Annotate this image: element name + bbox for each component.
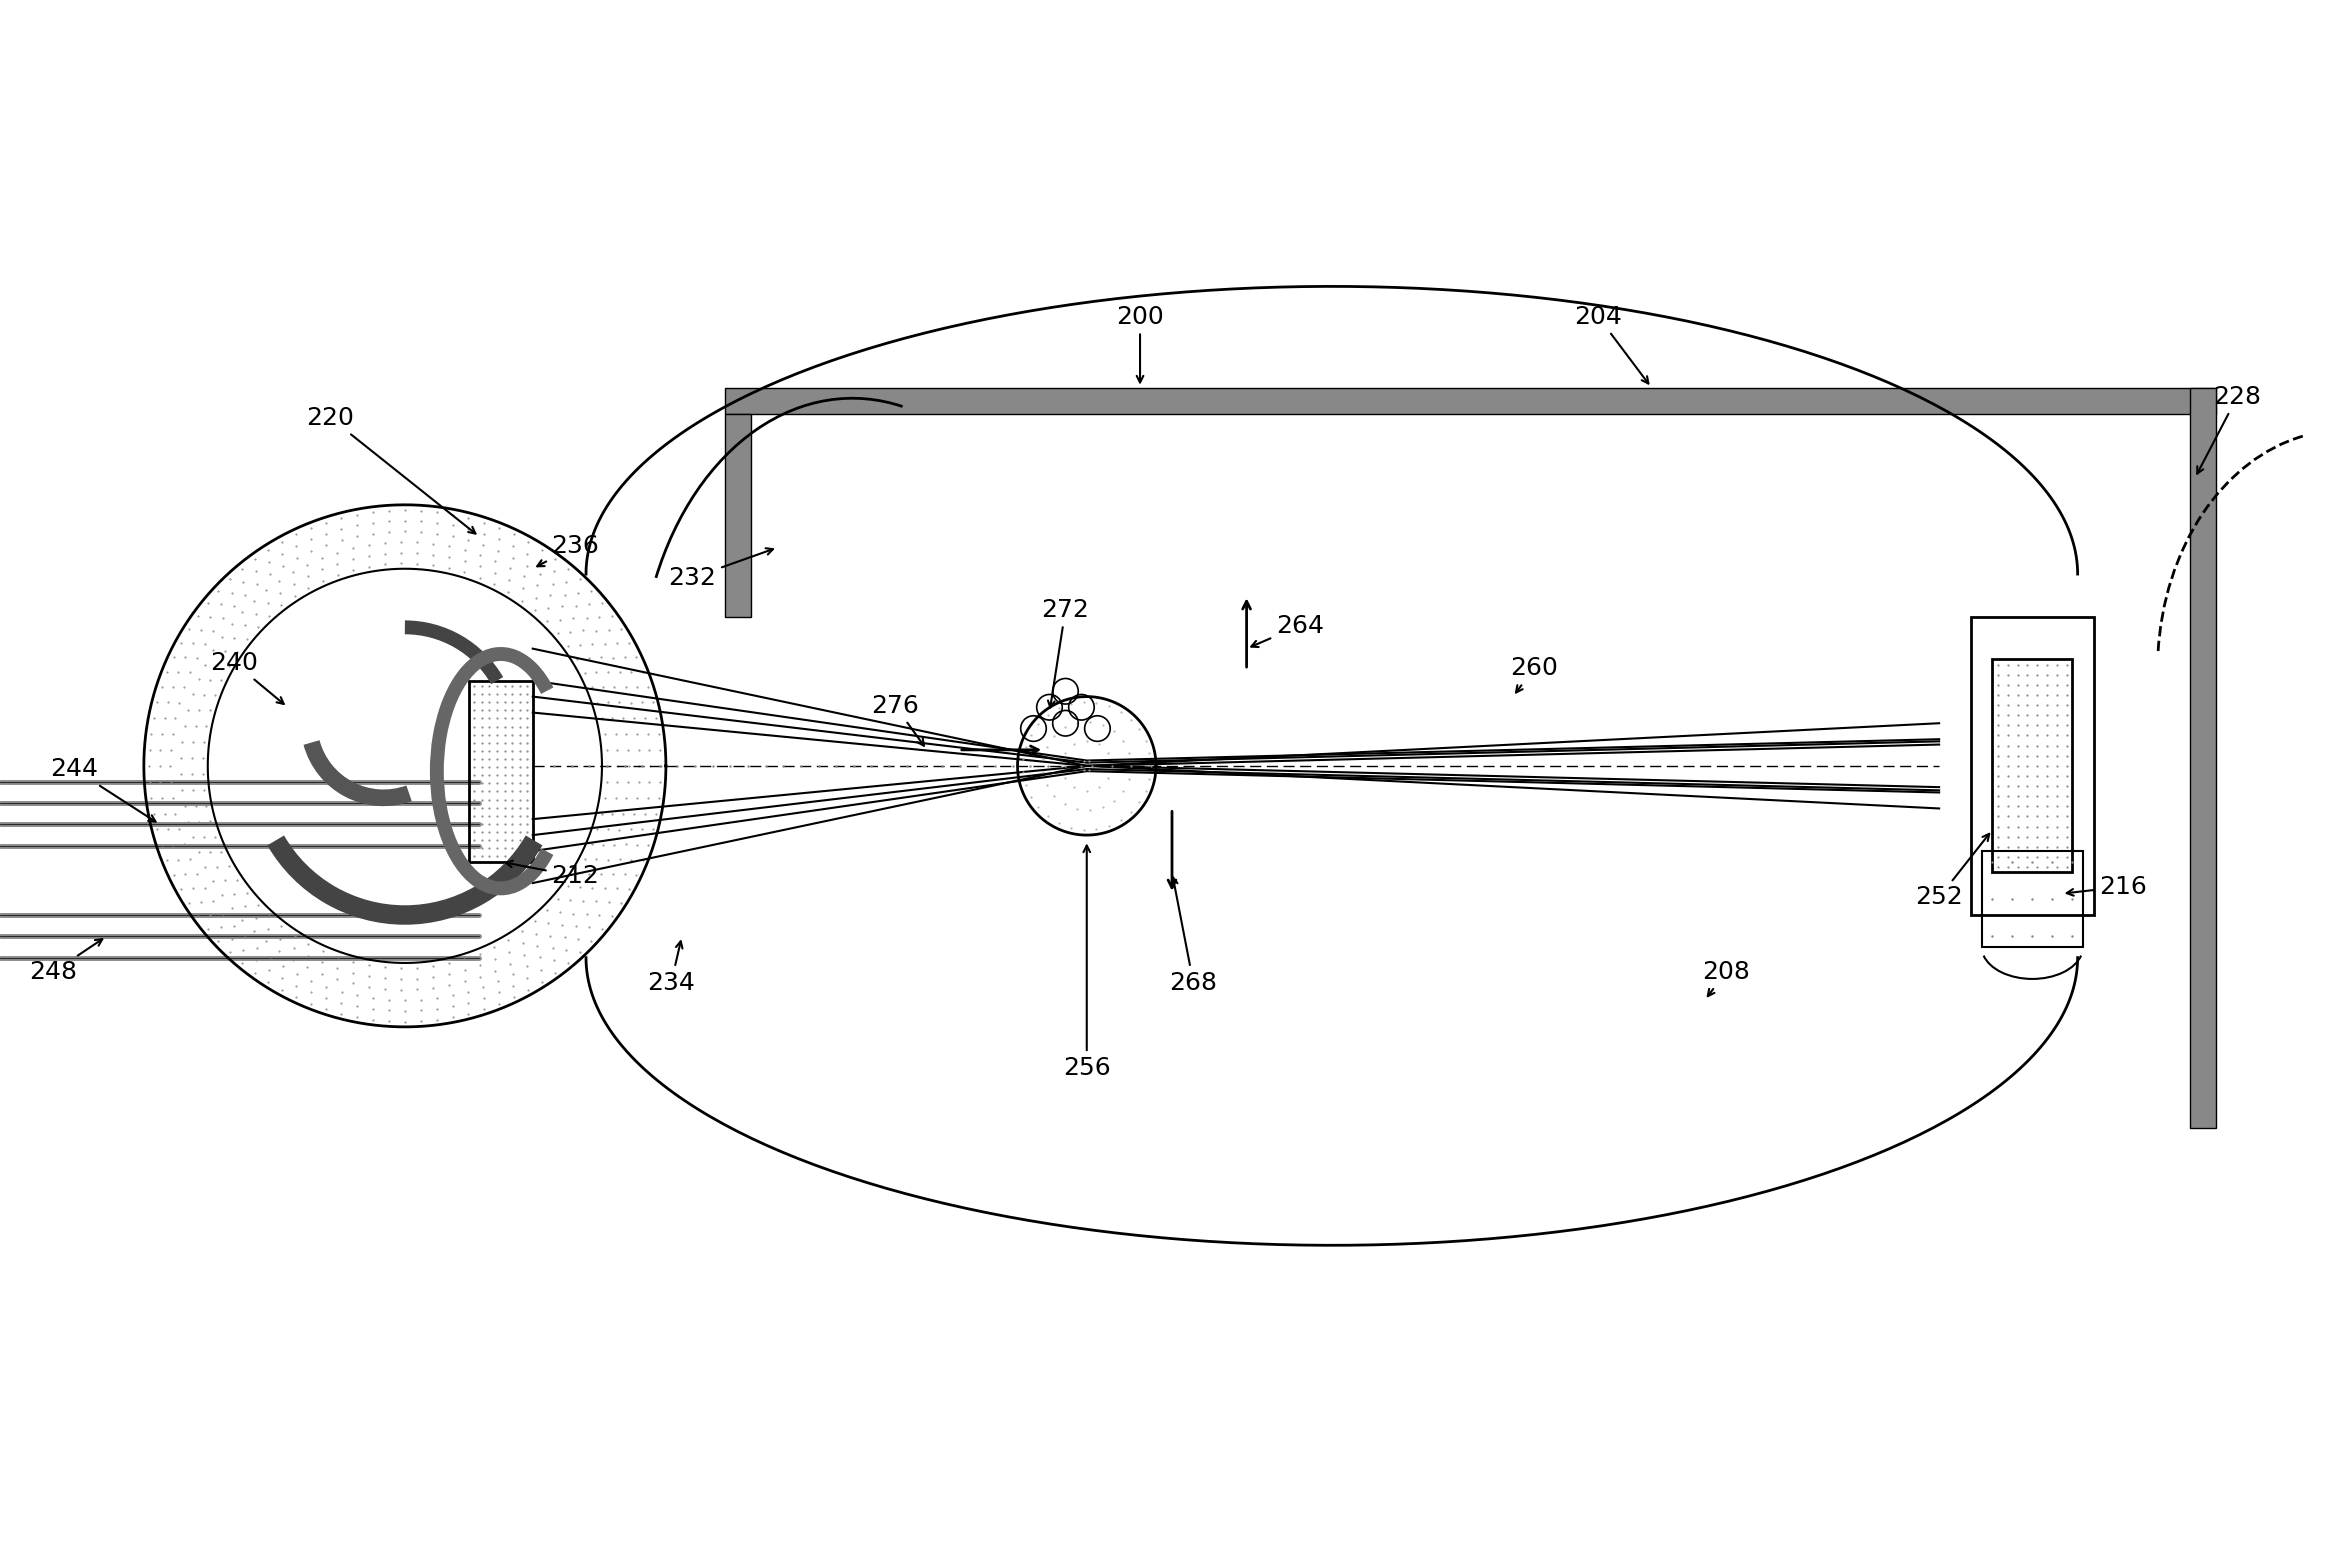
Bar xyxy=(1981,851,2084,947)
Bar xyxy=(715,371,2227,1138)
Bar xyxy=(724,388,2215,415)
Text: 276: 276 xyxy=(872,694,924,745)
Bar xyxy=(469,680,532,862)
Text: 200: 200 xyxy=(1116,304,1165,382)
Bar xyxy=(2189,388,2215,1127)
Bar xyxy=(731,390,2208,1121)
Text: 256: 256 xyxy=(1062,845,1111,1079)
Text: 248: 248 xyxy=(28,940,103,985)
Text: 204: 204 xyxy=(1575,304,1648,384)
Text: 268: 268 xyxy=(1170,877,1217,994)
Bar xyxy=(724,415,750,617)
Bar xyxy=(727,384,2215,1126)
Bar xyxy=(736,393,2206,1118)
Bar xyxy=(1992,660,2072,873)
Text: 240: 240 xyxy=(211,651,284,704)
Bar xyxy=(720,377,2220,1132)
Text: 216: 216 xyxy=(2067,874,2147,899)
Bar xyxy=(717,374,2224,1135)
Text: 228: 228 xyxy=(2196,385,2262,474)
Text: 220: 220 xyxy=(307,405,476,534)
Text: 264: 264 xyxy=(1252,613,1324,648)
Bar xyxy=(722,380,2217,1129)
Text: 232: 232 xyxy=(668,548,774,590)
Text: 252: 252 xyxy=(1915,834,1990,910)
Text: 244: 244 xyxy=(52,758,155,822)
Text: 236: 236 xyxy=(537,534,600,567)
Bar xyxy=(1971,617,2093,915)
Bar xyxy=(729,387,2213,1123)
Text: 260: 260 xyxy=(1510,657,1559,693)
Text: 272: 272 xyxy=(1041,598,1090,708)
Text: 212: 212 xyxy=(506,860,600,888)
Text: 208: 208 xyxy=(1702,960,1751,995)
Text: 234: 234 xyxy=(647,941,696,994)
